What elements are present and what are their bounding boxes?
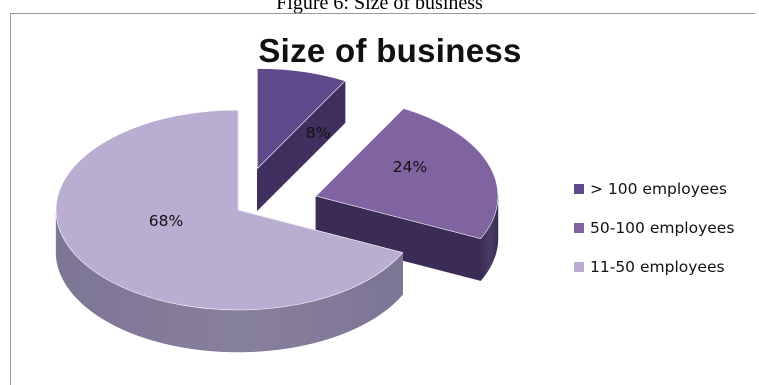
- pie-slice-top: [257, 68, 346, 170]
- pie-slice-label: 24%: [393, 158, 427, 176]
- legend-item: > 100 employees: [574, 179, 734, 199]
- legend-swatch: [574, 262, 584, 272]
- pie-slice-3: 68%: [55, 109, 404, 353]
- chart-title: Size of business: [258, 32, 522, 69]
- pie-slice-1: 8%: [257, 68, 346, 212]
- legend-item: 11-50 employees: [574, 257, 734, 277]
- legend-swatch: [574, 184, 584, 194]
- pie-slice-2: 24%: [315, 107, 499, 282]
- pie-slice-label: 68%: [149, 212, 183, 230]
- pie-slice-label: 8%: [306, 124, 331, 142]
- chart-legend: > 100 employees 50-100 employees 11-50 emp…: [574, 179, 734, 296]
- figure-caption: Figure 6: Size of business: [276, 0, 483, 14]
- pie-slice-top: [55, 109, 404, 311]
- pie-slice-top: [315, 108, 499, 239]
- legend-label: > 100 employees: [590, 180, 728, 198]
- legend-label: 11-50 employees: [590, 258, 725, 276]
- legend-item: 50-100 employees: [574, 218, 734, 238]
- legend-swatch: [574, 223, 584, 233]
- legend-label: 50-100 employees: [590, 219, 735, 237]
- chart-frame: [10, 13, 755, 385]
